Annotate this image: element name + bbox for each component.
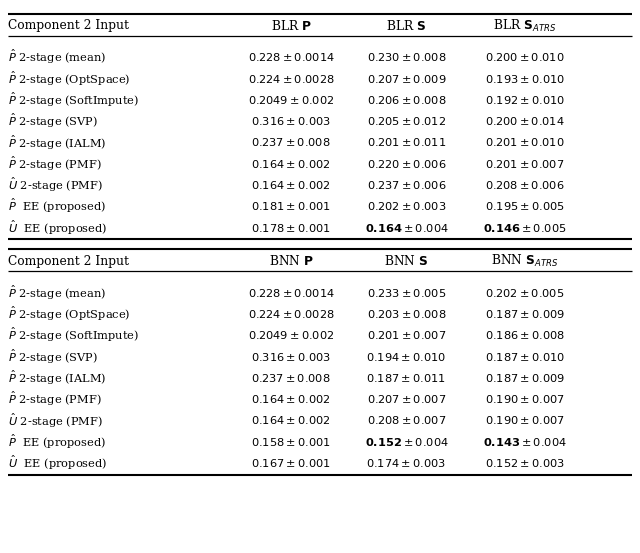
Text: $\hat{P}$  EE (proposed): $\hat{P}$ EE (proposed) bbox=[8, 197, 106, 216]
Text: $0.203 \pm 0.008$: $0.203 \pm 0.008$ bbox=[367, 308, 446, 320]
Text: $0.164 \pm 0.002$: $0.164 \pm 0.002$ bbox=[252, 393, 331, 405]
Text: $0.192 \pm 0.010$: $0.192 \pm 0.010$ bbox=[484, 94, 565, 106]
Text: $0.201 \pm 0.010$: $0.201 \pm 0.010$ bbox=[485, 137, 564, 148]
Text: $0.228 \pm 0.0014$: $0.228 \pm 0.0014$ bbox=[248, 286, 335, 299]
Text: $0.187 \pm 0.009$: $0.187 \pm 0.009$ bbox=[484, 372, 565, 384]
Text: $0.316 \pm 0.003$: $0.316 \pm 0.003$ bbox=[251, 115, 332, 127]
Text: $0.316 \pm 0.003$: $0.316 \pm 0.003$ bbox=[251, 351, 332, 363]
Text: $0.181 \pm 0.001$: $0.181 \pm 0.001$ bbox=[251, 200, 332, 212]
Text: $0.200 \pm 0.014$: $0.200 \pm 0.014$ bbox=[485, 115, 564, 127]
Text: $0.207 \pm 0.009$: $0.207 \pm 0.009$ bbox=[367, 72, 446, 85]
Text: $0.195\pm 0.005$: $0.195\pm 0.005$ bbox=[484, 200, 565, 212]
Text: $\hat{P}$ 2-stage (OptSpace): $\hat{P}$ 2-stage (OptSpace) bbox=[8, 305, 130, 323]
Text: $0.164 \pm 0.002$: $0.164 \pm 0.002$ bbox=[252, 179, 331, 191]
Text: $0.233 \pm 0.005$: $0.233 \pm 0.005$ bbox=[367, 286, 446, 299]
Text: $\hat{U}$ 2-stage (PMF): $\hat{U}$ 2-stage (PMF) bbox=[8, 411, 102, 430]
Text: $0.230\pm 0.008$: $0.230\pm 0.008$ bbox=[367, 51, 446, 63]
Text: $0.207 \pm 0.007$: $0.207 \pm 0.007$ bbox=[367, 393, 446, 405]
Text: $\hat{P}$ 2-stage (SVP): $\hat{P}$ 2-stage (SVP) bbox=[8, 347, 98, 366]
Text: $0.2049 \pm 0.002$: $0.2049 \pm 0.002$ bbox=[248, 94, 335, 106]
Text: $0.237 \pm 0.008$: $0.237 \pm 0.008$ bbox=[252, 372, 331, 384]
Text: $\hat{P}$ 2-stage (mean): $\hat{P}$ 2-stage (mean) bbox=[8, 48, 106, 66]
Text: $0.187\pm 0.011$: $0.187\pm 0.011$ bbox=[366, 372, 447, 384]
Text: $0.237 \pm 0.006$: $0.237 \pm 0.006$ bbox=[367, 179, 446, 191]
Text: $\hat{P}$ 2-stage (IALM): $\hat{P}$ 2-stage (IALM) bbox=[8, 133, 106, 152]
Text: $0.228 \pm 0.0014$: $0.228 \pm 0.0014$ bbox=[248, 51, 335, 63]
Text: $0.174\pm 0.003$: $0.174\pm 0.003$ bbox=[366, 457, 447, 469]
Text: $0.220 \pm 0.006$: $0.220 \pm 0.006$ bbox=[367, 158, 446, 170]
Text: $0.158 \pm 0.001$: $0.158 \pm 0.001$ bbox=[251, 436, 332, 448]
Text: $0.190 \pm 0.007$: $0.190 \pm 0.007$ bbox=[484, 393, 565, 405]
Text: $0.2049 \pm 0.002$: $0.2049 \pm 0.002$ bbox=[248, 329, 335, 341]
Text: $0.201 \pm 0.007$: $0.201 \pm 0.007$ bbox=[485, 158, 564, 170]
Text: $0.200 \pm 0.010$: $0.200 \pm 0.010$ bbox=[485, 51, 564, 63]
Text: $\hat{U}$  EE (proposed): $\hat{U}$ EE (proposed) bbox=[8, 454, 107, 472]
Text: $0.202 \pm 0.005$: $0.202 \pm 0.005$ bbox=[485, 286, 564, 299]
Text: $\hat{P}$ 2-stage (mean): $\hat{P}$ 2-stage (mean) bbox=[8, 284, 106, 302]
Text: $\hat{P}$ 2-stage (OptSpace): $\hat{P}$ 2-stage (OptSpace) bbox=[8, 69, 130, 88]
Text: $0.201 \pm 0.007$: $0.201 \pm 0.007$ bbox=[367, 329, 446, 341]
Text: $\mathbf{0.152}\pm 0.004$: $\mathbf{0.152}\pm 0.004$ bbox=[365, 436, 448, 448]
Text: $\hat{U}$  EE (proposed): $\hat{U}$ EE (proposed) bbox=[8, 218, 107, 237]
Text: $\hat{P}$ 2-stage (SoftImpute): $\hat{P}$ 2-stage (SoftImpute) bbox=[8, 91, 139, 109]
Text: BNN $\mathbf{S}$: BNN $\mathbf{S}$ bbox=[384, 254, 429, 268]
Text: Component 2 Input: Component 2 Input bbox=[8, 255, 129, 268]
Text: BLR $\mathbf{P}$: BLR $\mathbf{P}$ bbox=[271, 19, 312, 33]
Text: $\hat{P}$ 2-stage (PMF): $\hat{P}$ 2-stage (PMF) bbox=[8, 154, 101, 173]
Text: $0.187\pm 0.009$: $0.187\pm 0.009$ bbox=[484, 308, 565, 320]
Text: BLR $\mathbf{S}_{ATRS}$: BLR $\mathbf{S}_{ATRS}$ bbox=[493, 18, 557, 34]
Text: $0.193 \pm 0.010$: $0.193 \pm 0.010$ bbox=[484, 72, 565, 85]
Text: $0.194 \pm 0.010$: $0.194 \pm 0.010$ bbox=[366, 351, 447, 363]
Text: $0.152\pm 0.003$: $0.152\pm 0.003$ bbox=[484, 457, 565, 469]
Text: $0.201 \pm 0.011$: $0.201 \pm 0.011$ bbox=[367, 137, 446, 148]
Text: $0.224\pm 0.0028$: $0.224\pm 0.0028$ bbox=[248, 72, 335, 85]
Text: $\hat{U}$ 2-stage (PMF): $\hat{U}$ 2-stage (PMF) bbox=[8, 176, 102, 194]
Text: $0.208\pm 0.007$: $0.208\pm 0.007$ bbox=[367, 414, 446, 426]
Text: BNN $\mathbf{S}_{ATRS}$: BNN $\mathbf{S}_{ATRS}$ bbox=[491, 253, 559, 269]
Text: $0.190 \pm 0.007$: $0.190 \pm 0.007$ bbox=[484, 414, 565, 426]
Text: $0.187 \pm 0.010$: $0.187 \pm 0.010$ bbox=[484, 351, 565, 363]
Text: $\mathbf{0.146}\pm 0.005$: $\mathbf{0.146}\pm 0.005$ bbox=[483, 222, 566, 233]
Text: Component 2 Input: Component 2 Input bbox=[8, 19, 129, 33]
Text: $\hat{P}$ 2-stage (IALM): $\hat{P}$ 2-stage (IALM) bbox=[8, 369, 106, 387]
Text: $\mathbf{0.143}\pm 0.004$: $\mathbf{0.143}\pm 0.004$ bbox=[483, 436, 566, 448]
Text: BLR $\mathbf{S}$: BLR $\mathbf{S}$ bbox=[387, 19, 426, 33]
Text: $0.224\pm 0.0028$: $0.224\pm 0.0028$ bbox=[248, 308, 335, 320]
Text: $0.167\pm 0.001$: $0.167\pm 0.001$ bbox=[251, 457, 332, 469]
Text: $0.205 \pm 0.012$: $0.205 \pm 0.012$ bbox=[367, 115, 446, 127]
Text: BNN $\mathbf{P}$: BNN $\mathbf{P}$ bbox=[269, 254, 314, 268]
Text: $0.208 \pm 0.006$: $0.208 \pm 0.006$ bbox=[485, 179, 564, 191]
Text: $0.206 \pm 0.008$: $0.206 \pm 0.008$ bbox=[367, 94, 446, 106]
Text: $\hat{P}$ 2-stage (SoftImpute): $\hat{P}$ 2-stage (SoftImpute) bbox=[8, 326, 139, 345]
Text: $0.164 \pm 0.002$: $0.164 \pm 0.002$ bbox=[252, 158, 331, 170]
Text: $0.202\pm 0.003$: $0.202\pm 0.003$ bbox=[367, 200, 446, 212]
Text: $0.237 \pm 0.008$: $0.237 \pm 0.008$ bbox=[252, 137, 331, 148]
Text: $\hat{P}$  EE (proposed): $\hat{P}$ EE (proposed) bbox=[8, 432, 106, 451]
Text: $\mathbf{0.164}\pm 0.004$: $\mathbf{0.164}\pm 0.004$ bbox=[365, 222, 448, 233]
Text: $0.164 \pm 0.002$: $0.164 \pm 0.002$ bbox=[252, 414, 331, 426]
Text: $0.178\pm 0.001$: $0.178\pm 0.001$ bbox=[251, 222, 332, 233]
Text: $\hat{P}$ 2-stage (PMF): $\hat{P}$ 2-stage (PMF) bbox=[8, 390, 101, 408]
Text: $0.186 \pm 0.008$: $0.186 \pm 0.008$ bbox=[484, 329, 565, 341]
Text: $\hat{P}$ 2-stage (SVP): $\hat{P}$ 2-stage (SVP) bbox=[8, 112, 98, 131]
